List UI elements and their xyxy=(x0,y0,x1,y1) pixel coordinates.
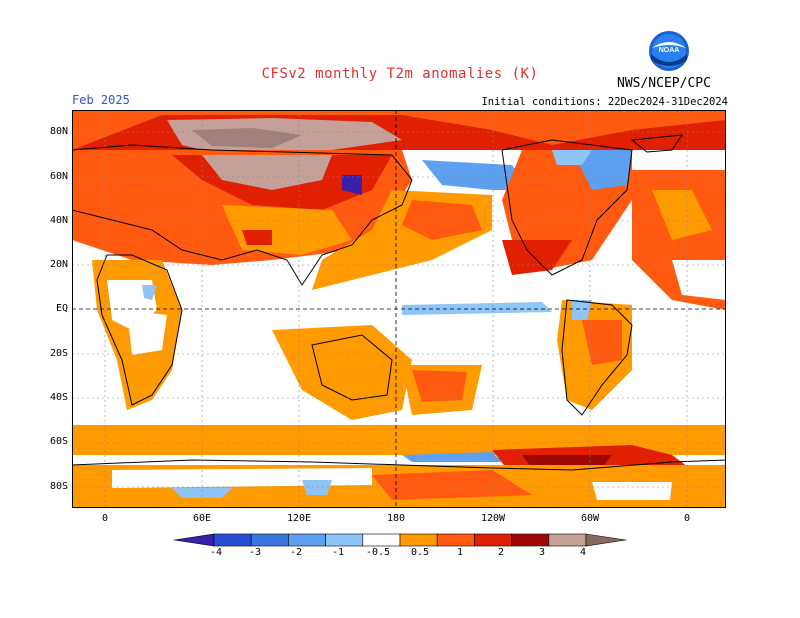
lat-label-60s: 60S xyxy=(49,436,68,447)
colorbar-label: 1 xyxy=(456,547,464,558)
lon-label-120w: 120W xyxy=(480,513,506,524)
eurasia-anomalies xyxy=(72,150,412,265)
lat-label-60n: 60N xyxy=(49,171,68,182)
antarctica-anomalies xyxy=(72,465,726,508)
agency-label: NWS/NCEP/CPC xyxy=(617,76,711,91)
colorbar-segment xyxy=(399,533,438,547)
colorbar-label: -0.5 xyxy=(365,547,391,558)
lat-label-80n: 80N xyxy=(49,126,68,137)
atlantic-anomalies xyxy=(632,170,726,310)
colorbar-segment xyxy=(250,533,289,547)
anomaly-map xyxy=(72,110,726,508)
lon-label-0-east: 0 xyxy=(683,513,691,524)
map-frame xyxy=(72,110,726,508)
noaa-logo: NOAA xyxy=(649,31,689,71)
coastlines xyxy=(72,134,726,471)
colorbar-label: 2 xyxy=(497,547,505,558)
lat-label-20n: 20N xyxy=(49,259,68,270)
colorbar-segment xyxy=(325,533,364,547)
colorbar-segment xyxy=(548,533,587,547)
colorbar-label: 4 xyxy=(579,547,587,558)
lon-label-180: 180 xyxy=(386,513,406,524)
north-america-anomalies xyxy=(502,150,632,275)
colorbar-label: -4 xyxy=(209,547,223,558)
colorbar-segment xyxy=(474,533,512,547)
initial-conditions: Initial conditions: 22Dec2024-31Dec2024 xyxy=(481,96,728,108)
lon-label-60w: 60W xyxy=(580,513,600,524)
colorbar-segment xyxy=(288,533,326,547)
colorbar-segment xyxy=(511,533,550,547)
colorbar-arrow-high xyxy=(585,533,626,547)
colorbar-label: -1 xyxy=(331,547,345,558)
africa-anomalies xyxy=(92,260,182,410)
lat-label-20s: 20S xyxy=(49,348,68,359)
lon-label-120e: 120E xyxy=(286,513,312,524)
gridlines xyxy=(72,110,726,508)
svg-text:NOAA: NOAA xyxy=(659,47,680,54)
lat-label-eq: EQ xyxy=(55,303,68,314)
colorbar-label: 0.5 xyxy=(410,547,430,558)
colorbar-label: -2 xyxy=(289,547,303,558)
colorbar xyxy=(174,533,626,547)
lat-label-40n: 40N xyxy=(49,215,68,226)
colorbar-label: -3 xyxy=(248,547,262,558)
lon-label-0: 0 xyxy=(101,513,109,524)
arctic-warm-band xyxy=(72,110,726,155)
colorbar-segment xyxy=(213,533,252,547)
forecast-month: Feb 2025 xyxy=(72,93,130,107)
colorbar-segment xyxy=(436,533,475,547)
southern-ocean-anomalies xyxy=(72,425,726,475)
equatorial-pacific-cool xyxy=(402,302,552,315)
colorbar-arrow-low xyxy=(174,533,215,547)
chart-title: CFSv2 monthly T2m anomalies (K) xyxy=(261,66,539,82)
lat-label-40s: 40S xyxy=(49,392,68,403)
lon-label-60e: 60E xyxy=(192,513,212,524)
colorbar-label: 3 xyxy=(538,547,546,558)
equator-dateline xyxy=(72,110,726,508)
lat-label-80s: 80S xyxy=(49,481,68,492)
colorbar-segment xyxy=(362,533,401,547)
